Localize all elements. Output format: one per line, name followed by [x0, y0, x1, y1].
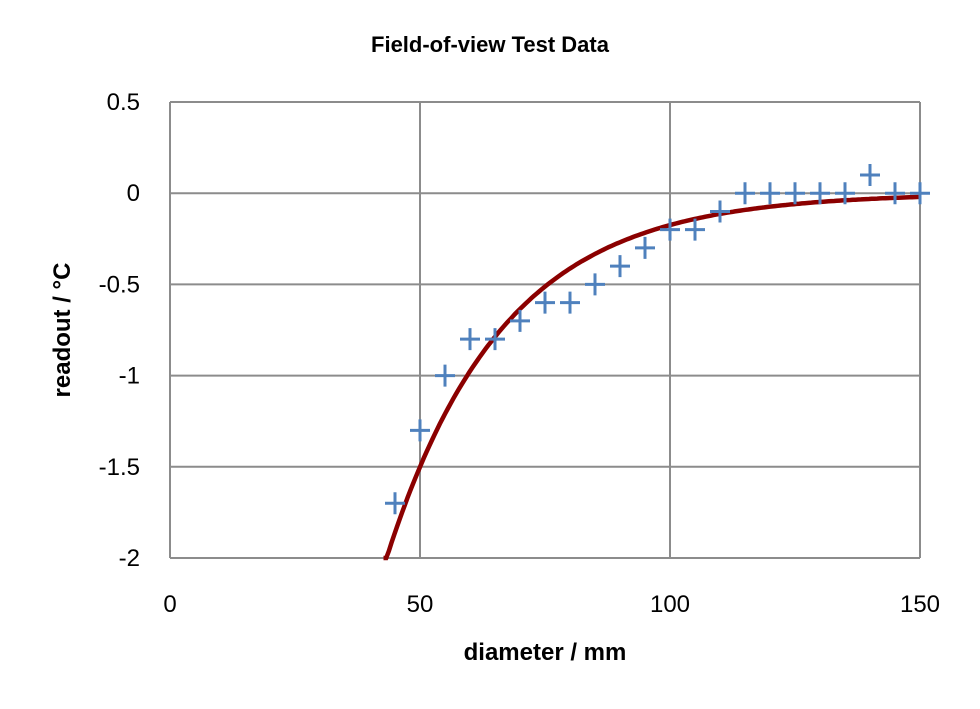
y-tick-label: -1: [119, 363, 140, 390]
y-tick-labels: 0.5 0 -0.5 -1 -1.5 -2: [99, 89, 140, 572]
data-point: [685, 218, 705, 241]
grid: [169, 101, 921, 559]
data-point: [810, 182, 830, 205]
chart-title: Field-of-view Test Data: [371, 32, 610, 57]
x-tick-label: 0: [163, 591, 176, 618]
data-point: [585, 273, 605, 296]
y-tick-label: -0.5: [99, 271, 140, 298]
data-point: [560, 291, 580, 314]
data-point: [485, 328, 505, 351]
data-point: [885, 182, 905, 205]
x-tick-label: 150: [900, 591, 940, 618]
fit-line: [383, 194, 921, 561]
y-tick-label: 0: [127, 180, 140, 207]
data-point: [785, 182, 805, 205]
data-point: [910, 182, 930, 205]
data-point: [435, 364, 455, 387]
data-point: [835, 182, 855, 205]
x-tick-label: 50: [407, 591, 434, 618]
y-tick-label: -1.5: [99, 454, 140, 481]
data-point: [460, 328, 480, 351]
data-point: [760, 182, 780, 205]
data-point: [610, 255, 630, 278]
data-point: [510, 309, 530, 332]
data-point: [710, 200, 730, 223]
fit-line-group: [383, 194, 921, 561]
data-point: [860, 163, 880, 186]
data-point: [660, 218, 680, 241]
data-point: [635, 236, 655, 259]
y-axis-label: readout / °C: [49, 263, 76, 398]
x-tick-labels: 0 50 100 150: [163, 591, 940, 618]
data-point: [385, 492, 405, 515]
data-point: [410, 419, 430, 442]
x-tick-label: 100: [650, 591, 690, 618]
y-tick-label: 0.5: [107, 89, 140, 116]
data-point: [535, 291, 555, 314]
data-points: [385, 163, 930, 515]
x-axis-label: diameter / mm: [464, 639, 627, 666]
data-point: [735, 182, 755, 205]
y-tick-label: -2: [119, 545, 140, 572]
